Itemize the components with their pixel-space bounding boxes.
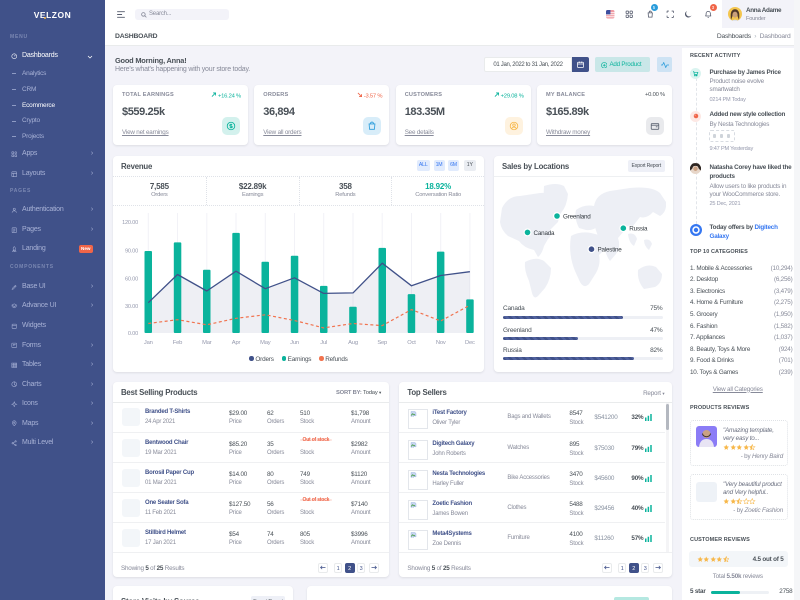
svg-text:May: May xyxy=(260,340,271,346)
svg-text:60.00: 60.00 xyxy=(125,277,138,283)
svg-text:Nov: Nov xyxy=(436,340,446,346)
svg-text:Mar: Mar xyxy=(202,340,212,346)
svg-text:120.00: 120.00 xyxy=(122,220,138,226)
svg-text:Russia: Russia xyxy=(629,226,648,233)
svg-text:Oct: Oct xyxy=(407,340,416,346)
svg-text:Palestine: Palestine xyxy=(598,247,623,254)
svg-text:90.00: 90.00 xyxy=(125,249,138,255)
svg-text:Greenland: Greenland xyxy=(563,214,591,221)
svg-text:Dec: Dec xyxy=(465,340,475,346)
svg-text:Jan: Jan xyxy=(144,340,153,346)
svg-text:Jul: Jul xyxy=(320,340,327,346)
svg-text:Jun: Jun xyxy=(290,340,299,346)
svg-text:0.00: 0.00 xyxy=(128,331,138,337)
svg-text:Feb: Feb xyxy=(173,340,182,346)
svg-text:Aug: Aug xyxy=(348,340,358,346)
svg-text:Apr: Apr xyxy=(232,340,241,346)
svg-text:Canada: Canada xyxy=(534,230,556,237)
svg-text:Sep: Sep xyxy=(377,340,387,346)
svg-text:30.00: 30.00 xyxy=(125,304,138,310)
